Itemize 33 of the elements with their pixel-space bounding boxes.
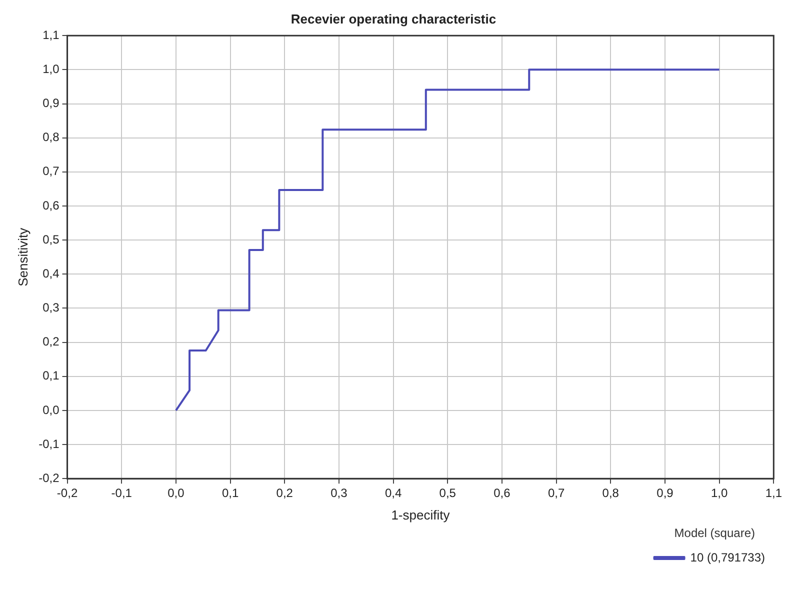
y-tick-label: 0,2 [42,334,60,349]
y-tick-label: -0,1 [38,436,60,451]
y-tick-label: -0,2 [38,470,60,485]
y-tick-label: 0,3 [42,300,60,315]
x-tick-label: -0,1 [111,486,132,500]
x-tick-label: -0,2 [56,486,78,500]
x-tick-label: 0,0 [168,486,185,500]
x-tick-label: 0,7 [548,486,565,500]
legend-label: 10 (0,791733) [690,550,766,564]
x-tick-label: 0,3 [330,486,348,500]
x-tick-label: 0,6 [494,486,511,500]
legend-title: Model (square) [674,526,755,540]
chart-title: Recevier operating characteristic [290,11,496,26]
y-tick-label: 1,1 [42,28,60,42]
x-tick-label: 1,0 [710,486,728,500]
y-tick-label: 0,7 [42,164,60,178]
y-tick-label: 0,0 [42,402,60,417]
y-tick-label: 0,6 [42,198,60,212]
y-tick-label: 0,5 [42,232,60,246]
y-tick-label: 1,0 [42,62,60,76]
y-tick-label: 0,4 [42,266,60,280]
x-tick-label: 0,5 [439,486,456,500]
y-axis-title: Sensitivity [15,227,30,286]
x-tick-label: 0,1 [222,486,239,500]
y-tick-label: 0,8 [42,130,60,144]
x-tick-label: 0,2 [276,486,294,500]
x-axis-title: 1-specifity [391,507,450,522]
y-tick-label: 0,1 [42,368,60,383]
y-tick-label: 0,9 [42,96,60,110]
x-tick-label: 0,8 [602,486,620,500]
x-tick-label: 0,9 [656,486,674,500]
x-tick-label: 0,4 [384,486,402,500]
x-tick-label: 1,1 [765,486,782,500]
